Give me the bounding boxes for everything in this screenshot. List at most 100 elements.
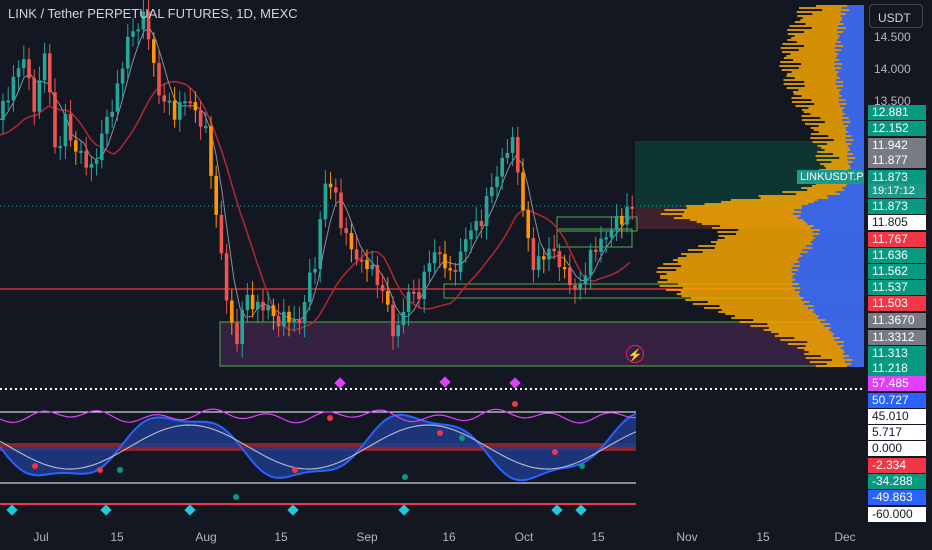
candle-body bbox=[178, 102, 182, 120]
candle-body bbox=[376, 265, 380, 285]
volume-profile-bar bbox=[837, 39, 864, 41]
candle-body bbox=[584, 275, 588, 284]
diamond-marker bbox=[6, 504, 17, 515]
volume-profile-bar bbox=[843, 123, 864, 125]
volume-profile-bar bbox=[853, 161, 864, 163]
candle-body bbox=[209, 126, 213, 176]
volume-profile-bar bbox=[792, 285, 864, 287]
volume-profile-bar bbox=[837, 73, 864, 75]
time-tick: 15 bbox=[591, 530, 604, 544]
candle-body bbox=[53, 92, 57, 147]
volume-profile-bar bbox=[844, 357, 864, 359]
lightning-alert-icon[interactable]: ⚡ bbox=[626, 345, 644, 363]
diamond-marker bbox=[575, 504, 586, 515]
time-axis[interactable]: Jul 15 Aug 15 Sep 16 Oct 15 Nov 15 Dec bbox=[0, 524, 864, 550]
volume-profile-bar bbox=[839, 97, 864, 99]
price-label: 11.503 bbox=[868, 296, 926, 311]
volume-profile-bar bbox=[792, 267, 864, 269]
candle-body bbox=[334, 187, 338, 192]
candle-body bbox=[381, 285, 385, 291]
time-tick: Sep bbox=[356, 530, 377, 544]
oscillator-signal-dot bbox=[97, 467, 103, 473]
candle-body bbox=[630, 207, 634, 209]
candle-body bbox=[511, 137, 515, 153]
candle-body bbox=[105, 117, 109, 134]
volume-profile-bar bbox=[849, 9, 864, 11]
candle-body bbox=[251, 295, 255, 309]
demand-zone bbox=[220, 322, 864, 366]
candle-body bbox=[246, 295, 250, 310]
volume-profile-bar bbox=[799, 261, 864, 263]
candle-body bbox=[589, 250, 593, 276]
volume-profile-bar bbox=[847, 103, 864, 105]
candle-body bbox=[594, 250, 598, 252]
price-chart[interactable] bbox=[0, 0, 864, 524]
volume-profile-bar bbox=[848, 145, 864, 147]
volume-profile-bar bbox=[850, 121, 864, 123]
candle-body bbox=[396, 325, 400, 336]
volume-profile-bar bbox=[794, 209, 864, 211]
volume-profile-bar bbox=[802, 249, 864, 251]
volume-profile-bar bbox=[818, 317, 864, 319]
volume-profile-bar bbox=[804, 303, 864, 305]
price-label: 11.3312 bbox=[868, 330, 926, 345]
volume-profile-bar bbox=[802, 205, 864, 207]
volume-profile-bar bbox=[850, 149, 864, 151]
candle-body bbox=[433, 252, 437, 263]
price-label: 11.3670 bbox=[868, 313, 926, 328]
volume-profile-bar bbox=[835, 69, 864, 71]
oscillator-label: -2.334 bbox=[868, 458, 926, 473]
volume-profile-bar bbox=[837, 343, 864, 345]
volume-profile-bar bbox=[837, 33, 864, 35]
oscillator-signal-dot bbox=[552, 449, 558, 455]
price-label: 11.873 bbox=[868, 199, 926, 214]
volume-profile-bar bbox=[847, 155, 864, 157]
volume-profile-bar bbox=[845, 361, 864, 363]
volume-profile-bar bbox=[832, 331, 864, 333]
volume-profile-bar bbox=[855, 157, 864, 159]
volume-profile-bar bbox=[798, 293, 864, 295]
diamond-marker bbox=[334, 377, 345, 388]
candle-body bbox=[610, 230, 614, 238]
time-tick: 15 bbox=[110, 530, 123, 544]
candle-body bbox=[110, 112, 114, 117]
volume-profile-bar bbox=[841, 7, 864, 9]
volume-profile-bar bbox=[851, 135, 864, 137]
candle-body bbox=[339, 193, 343, 229]
volume-profile-bar bbox=[813, 231, 864, 233]
volume-profile-bar bbox=[797, 217, 864, 219]
time-tick: Oct bbox=[515, 530, 534, 544]
currency-selector-button[interactable]: USDT bbox=[869, 4, 923, 28]
candle-body bbox=[199, 110, 203, 126]
volume-profile-bar bbox=[835, 61, 864, 63]
volume-profile-bar bbox=[809, 301, 864, 303]
volume-profile-bar bbox=[813, 235, 864, 237]
volume-profile-bar bbox=[846, 13, 864, 15]
volume-profile-bar bbox=[837, 87, 864, 89]
candle-body bbox=[204, 126, 208, 128]
volume-profile-bar bbox=[843, 31, 864, 33]
volume-profile-bar bbox=[800, 215, 864, 217]
candle-body bbox=[490, 187, 494, 196]
volume-profile-bar bbox=[801, 299, 864, 301]
candle-body bbox=[74, 140, 78, 151]
candle-body bbox=[308, 273, 312, 302]
candle-body bbox=[287, 312, 291, 323]
candle-body bbox=[32, 78, 36, 112]
price-label: 11.877 bbox=[868, 153, 926, 168]
candle-body bbox=[516, 137, 520, 172]
volume-profile-bar bbox=[851, 363, 864, 365]
volume-profile-bar bbox=[843, 17, 864, 19]
volume-profile-bar bbox=[844, 189, 864, 191]
candle-body bbox=[168, 101, 172, 103]
candle-body bbox=[620, 216, 624, 225]
volume-profile-bar bbox=[853, 359, 864, 361]
oscillator-signal-dot bbox=[512, 401, 518, 407]
candle-body bbox=[220, 215, 224, 253]
volume-profile-bar bbox=[810, 241, 864, 243]
oscillator-label: -49.863 bbox=[868, 490, 926, 505]
volume-profile-bar bbox=[843, 23, 864, 25]
volume-profile-bar bbox=[849, 147, 864, 149]
volume-profile-bar bbox=[853, 153, 864, 155]
